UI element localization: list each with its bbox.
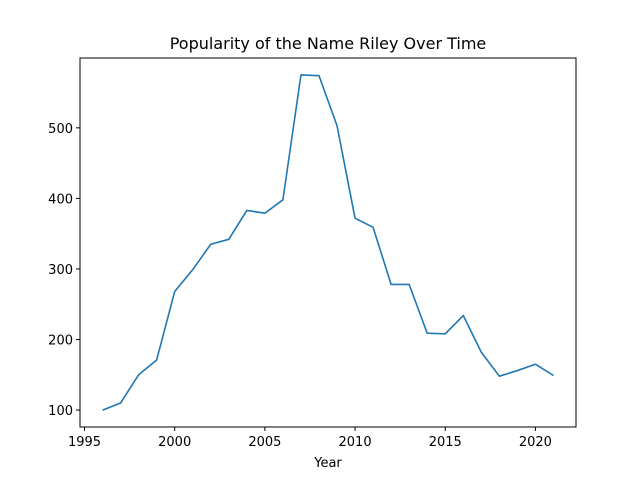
y-axis: 100 200 300 400 500 <box>48 122 80 419</box>
x-tick-label: 2020 <box>519 435 552 450</box>
x-tick-label: 2005 <box>248 435 281 450</box>
series-line-riley <box>102 74 554 411</box>
plot-area <box>79 57 577 428</box>
x-tick-label: 2015 <box>429 435 462 450</box>
x-axis: 1995 2000 2005 2010 2015 2020 <box>68 427 552 450</box>
y-tick-label: 400 <box>48 192 73 207</box>
plot-frame <box>79 57 577 428</box>
y-tick-label: 100 <box>48 404 73 419</box>
y-tick-label: 200 <box>48 334 73 349</box>
x-axis-label: Year <box>313 456 342 471</box>
x-tick-label: 2010 <box>339 435 372 450</box>
x-tick-label: 1995 <box>68 435 101 450</box>
chart-title: Popularity of the Name Riley Over Time <box>170 34 487 53</box>
x-tick-label: 2000 <box>158 435 191 450</box>
y-tick-label: 300 <box>48 263 73 278</box>
y-tick-label: 500 <box>48 122 73 137</box>
